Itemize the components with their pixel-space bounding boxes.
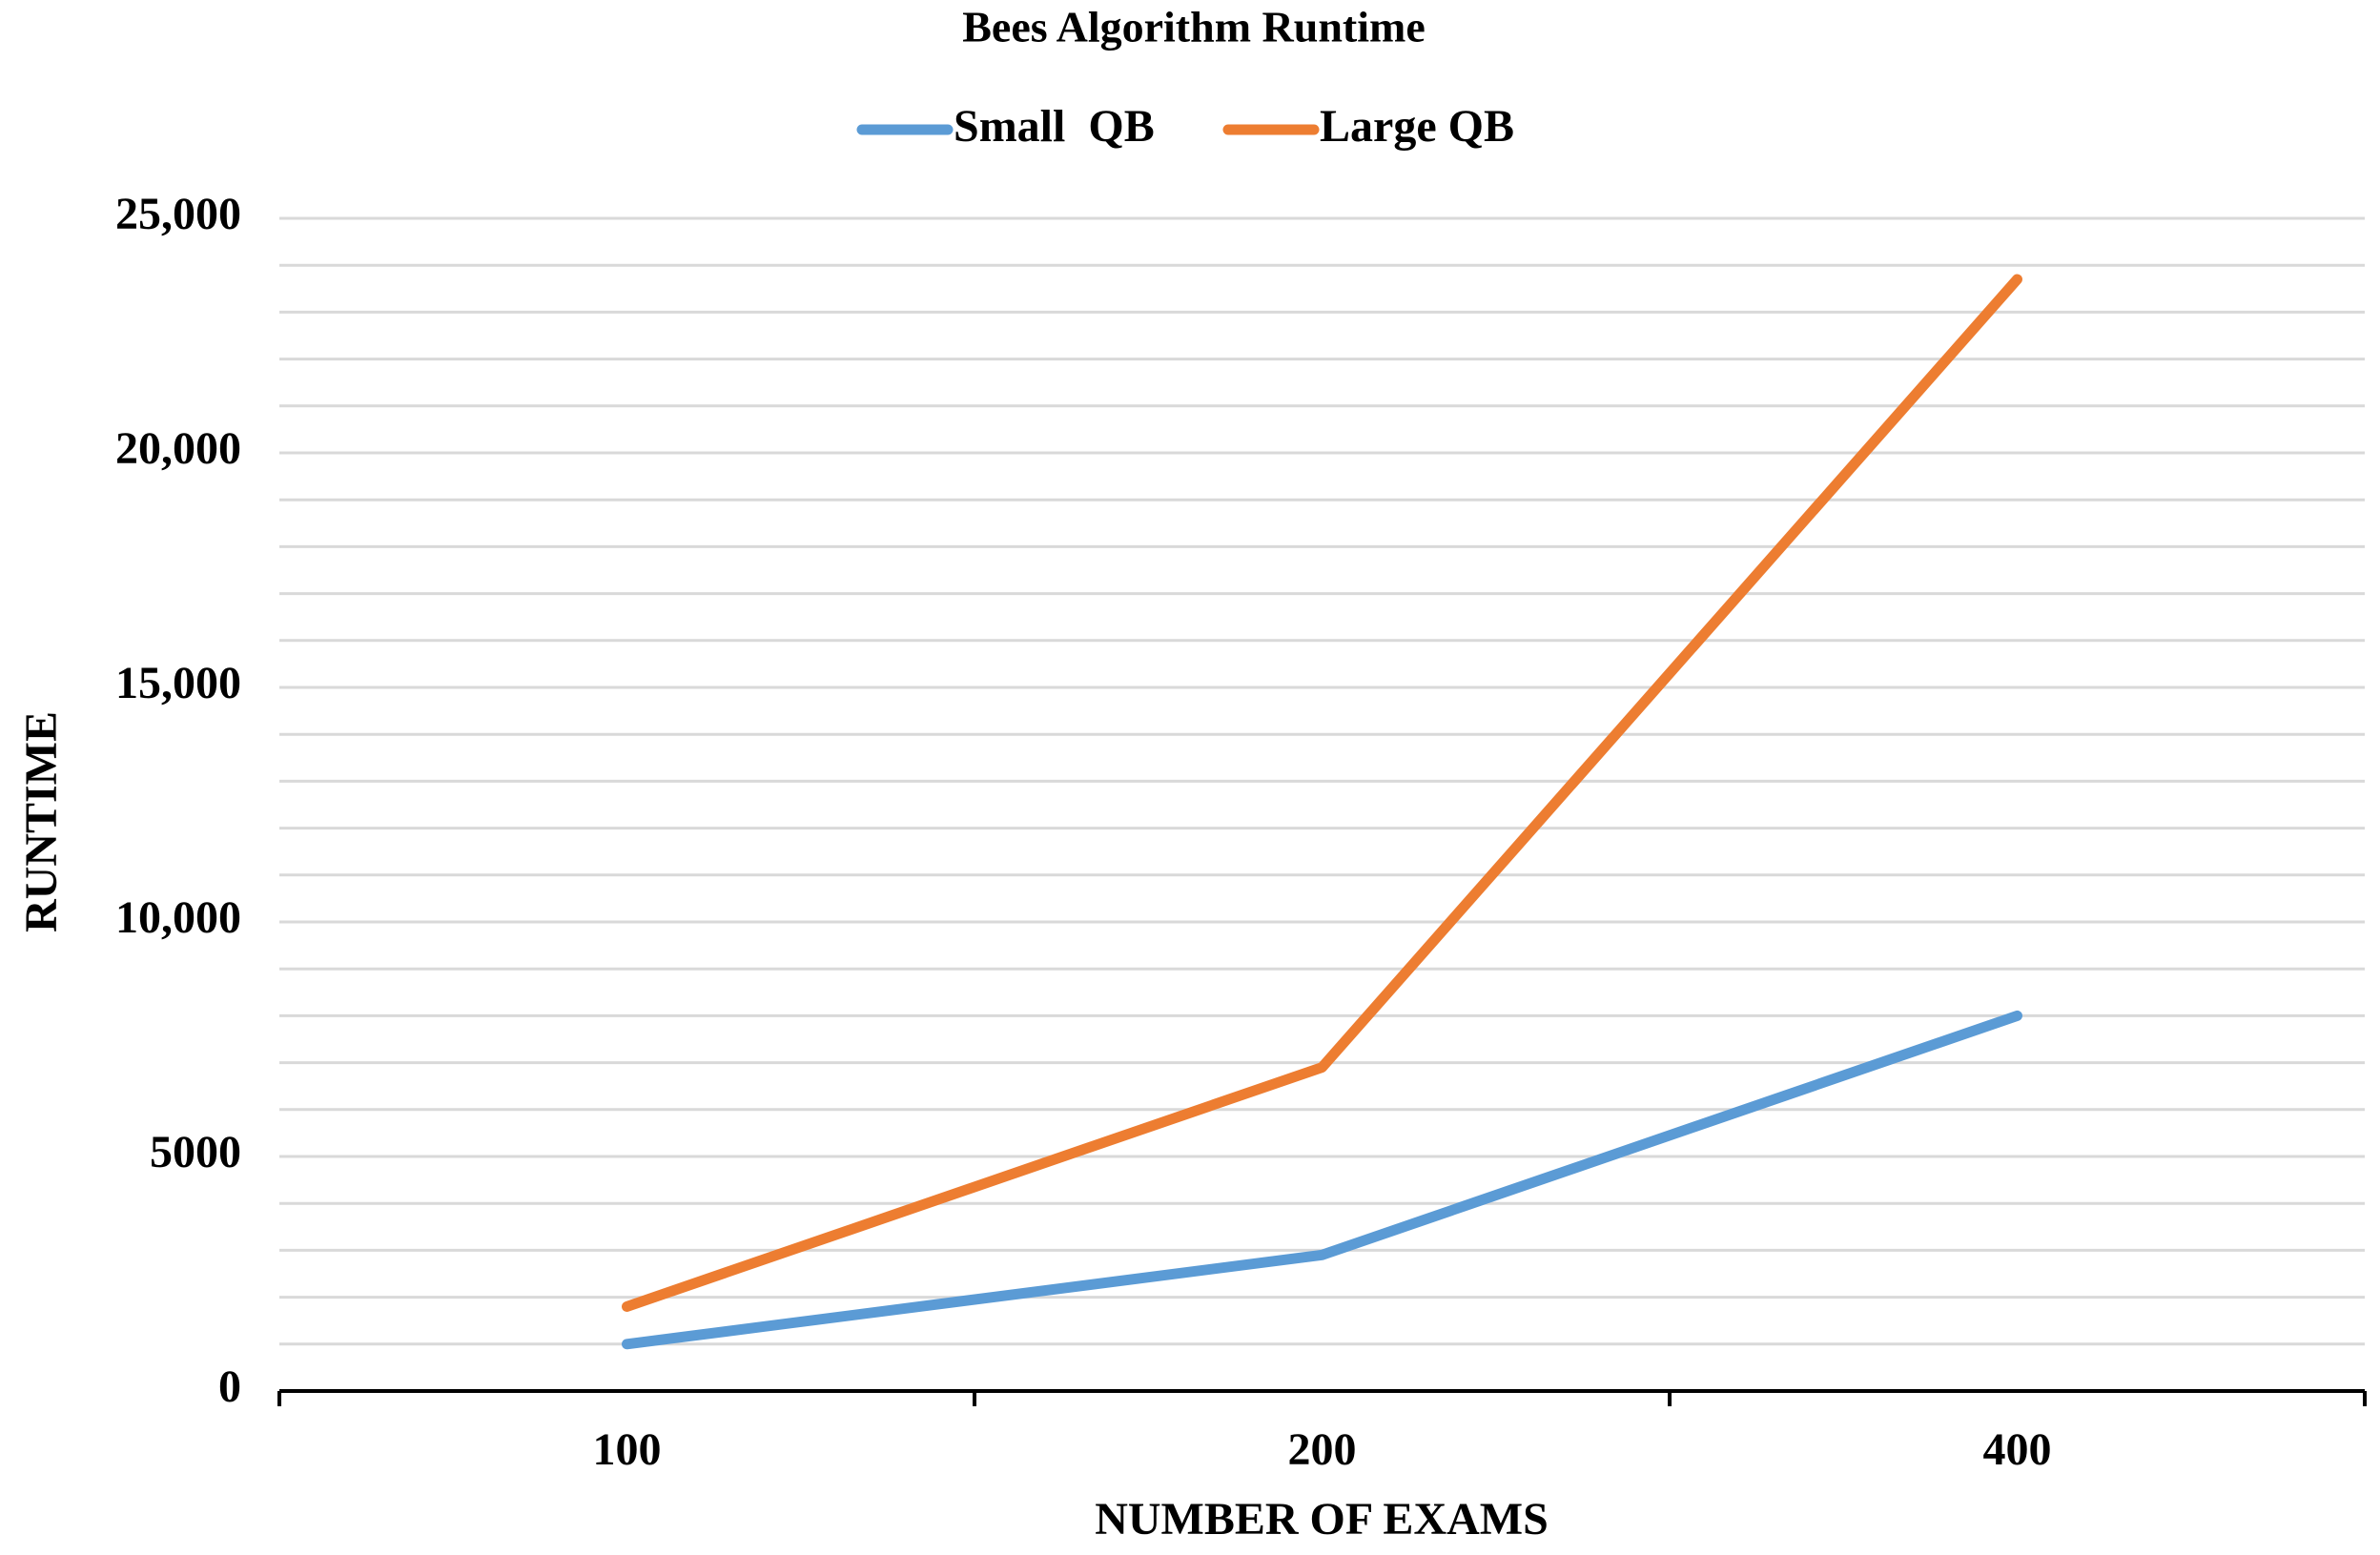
y-axis-label: RUNTIME — [16, 711, 67, 932]
y-tick-label: 20,000 — [115, 423, 241, 474]
y-tick-label: 25,000 — [115, 189, 241, 239]
x-tick-label: 100 — [593, 1424, 662, 1475]
y-tick-label: 0 — [218, 1361, 241, 1412]
y-tick-label: 5000 — [150, 1127, 241, 1177]
x-tick-label: 400 — [1983, 1424, 2052, 1475]
line-series — [622, 274, 2022, 1312]
x-tick-label: 200 — [1288, 1424, 1357, 1475]
y-tick-label: 15,000 — [115, 658, 241, 708]
x-axis-label: NUMBER OF EXAMS — [1095, 1494, 1549, 1545]
legend-label: Small QB — [954, 101, 1155, 152]
y-tick-label: 10,000 — [115, 892, 241, 943]
chart-title: Bees Algorithm Runtime — [962, 3, 1426, 51]
line-series — [622, 1010, 2022, 1350]
legend-label: Large QB — [1320, 101, 1514, 152]
